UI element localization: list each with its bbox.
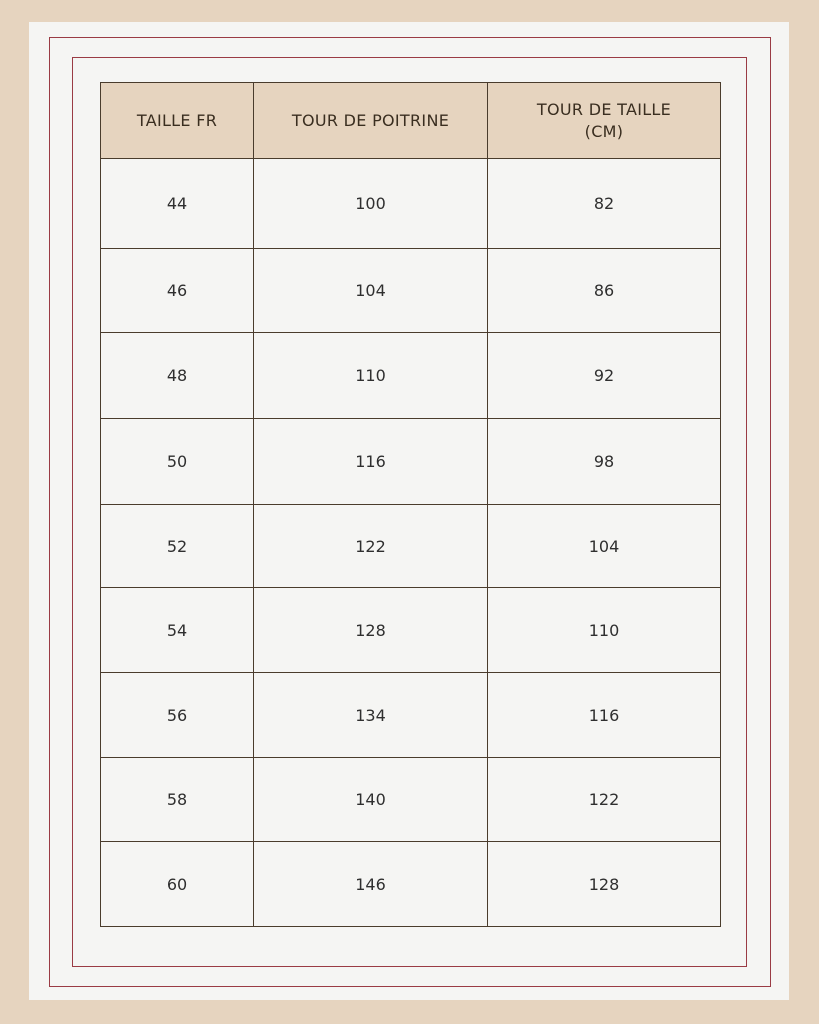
table-cell: 104 <box>253 248 488 333</box>
table-cell: 48 <box>100 332 254 419</box>
table-cell: 122 <box>487 757 721 842</box>
header-row: TAILLE FR TOUR DE POITRINE TOUR DE TAILL… <box>100 82 721 159</box>
table-cell: 44 <box>100 158 254 249</box>
table-cell: 100 <box>253 158 488 249</box>
outer-frame <box>49 37 771 987</box>
table-cell: 46 <box>100 248 254 333</box>
header-tour-de-poitrine: TOUR DE POITRINE <box>253 82 488 159</box>
table-cell: 134 <box>253 672 488 758</box>
table-cell: 128 <box>487 841 721 927</box>
table-cell: 104 <box>487 504 721 588</box>
table-cell: 110 <box>487 587 721 673</box>
table-cell: 52 <box>100 504 254 588</box>
table-cell: 50 <box>100 418 254 505</box>
table-row: 60 146 128 <box>100 841 721 927</box>
table-cell: 54 <box>100 587 254 673</box>
table-cell: 128 <box>253 587 488 673</box>
table-row: 54 128 110 <box>100 587 721 673</box>
table-cell: 122 <box>253 504 488 588</box>
table-row: 58 140 122 <box>100 757 721 842</box>
table-cell: 98 <box>487 418 721 505</box>
table-cell: 116 <box>253 418 488 505</box>
table-cell: 86 <box>487 248 721 333</box>
table-cell: 56 <box>100 672 254 758</box>
table-cell: 82 <box>487 158 721 249</box>
table-row: 56 134 116 <box>100 672 721 758</box>
size-chart-table: TAILLE FR TOUR DE POITRINE TOUR DE TAILL… <box>100 82 721 927</box>
table-cell: 110 <box>253 332 488 419</box>
table-cell: 92 <box>487 332 721 419</box>
table-cell: 58 <box>100 757 254 842</box>
table-row: 50 116 98 <box>100 418 721 505</box>
inner-frame <box>72 57 747 967</box>
table-cell: 146 <box>253 841 488 927</box>
table-row: 44 100 82 <box>100 158 721 249</box>
table-cell: 60 <box>100 841 254 927</box>
table-row: 48 110 92 <box>100 332 721 419</box>
header-line: (CM) <box>584 121 624 141</box>
table-cell: 140 <box>253 757 488 842</box>
table-cell: 116 <box>487 672 721 758</box>
table-row: 46 104 86 <box>100 248 721 333</box>
header-line: TOUR DE TAILLE <box>536 99 672 119</box>
table-row: 52 122 104 <box>100 504 721 588</box>
header-tour-de-taille: TOUR DE TAILLE (CM) <box>487 82 721 159</box>
header-taille-fr: TAILLE FR <box>100 82 254 159</box>
